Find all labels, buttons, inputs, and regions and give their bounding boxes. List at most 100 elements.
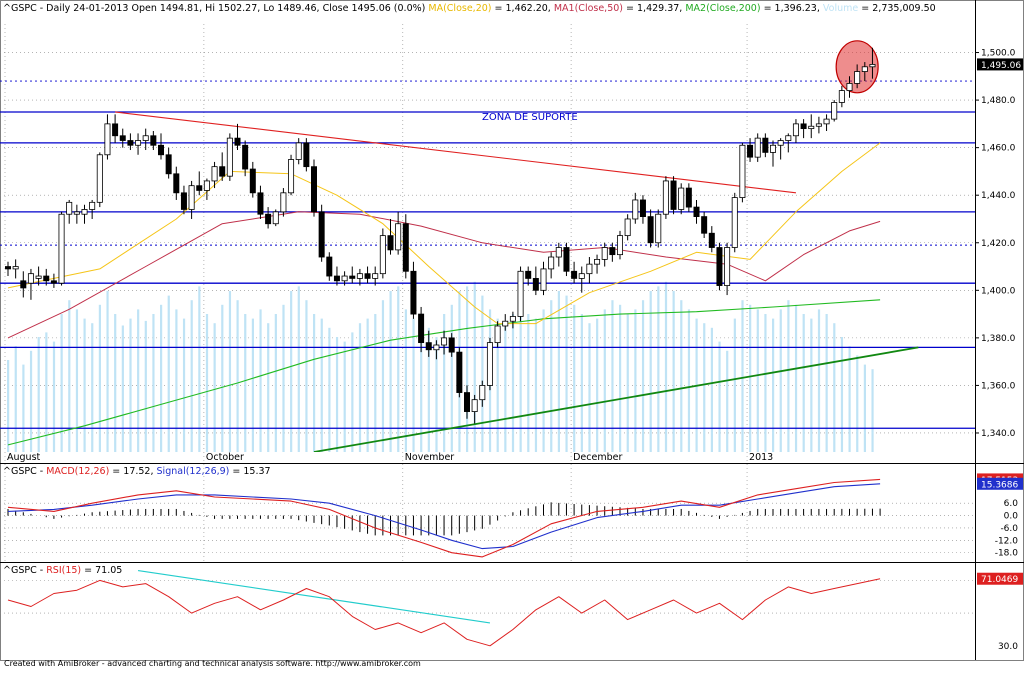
candle-down (150, 135, 157, 146)
volume-bar (274, 314, 277, 452)
volume-bar (221, 304, 224, 452)
volume-bar (114, 314, 117, 452)
candle-down (532, 278, 539, 291)
volume-bar (511, 314, 515, 452)
volume-bar (848, 346, 851, 452)
volume-bar (856, 355, 859, 452)
price-y-tick-label: 1,380.0 (981, 334, 1016, 344)
volume-bar (297, 286, 300, 452)
volume-bar (137, 309, 140, 452)
volume-bar (160, 304, 163, 452)
candle-up (586, 263, 593, 275)
volume-bar (144, 320, 147, 452)
candle-down (20, 280, 27, 289)
volume-bar (588, 323, 591, 452)
volume-bar (22, 364, 25, 452)
candle-up (731, 197, 738, 248)
candle-down (5, 266, 11, 270)
ma50-line (7, 211, 881, 339)
volume-bar (710, 327, 713, 452)
rsi-last-label: 71.0469 (981, 575, 1018, 585)
volume-bar (664, 281, 668, 452)
volume-bar (290, 291, 293, 452)
volume-bar (580, 314, 583, 452)
volume-bar (840, 337, 844, 452)
candle-up (617, 235, 624, 256)
candle-down (525, 270, 532, 279)
volume-bar (328, 327, 331, 452)
volume-bar (68, 300, 71, 452)
volume-bar (427, 327, 430, 452)
volume-bar (641, 300, 645, 452)
volume-bar (381, 300, 385, 452)
candle-up (341, 275, 348, 282)
volume-bar (741, 300, 744, 452)
volume-bar (175, 309, 178, 452)
volume-bar (626, 314, 629, 452)
candle-down (609, 247, 616, 256)
candle-up (66, 201, 73, 215)
price-header-prefix: ^GSPC - Daily 24-01-2013 Open 1494.81, H… (3, 3, 425, 14)
rsi-legend: RSI(15) (46, 565, 81, 576)
x-axis-label: 2013 (749, 452, 773, 463)
x-axis-label: December (573, 452, 622, 463)
candle-up (770, 144, 777, 153)
candle-up (372, 273, 379, 279)
green-trendline (313, 346, 919, 452)
volume-bar (542, 309, 545, 452)
candle-down (249, 168, 256, 194)
candle-down (800, 123, 807, 130)
candle-down (387, 235, 394, 251)
candle-up (578, 273, 585, 279)
rsi-y-tick-label: 30.0 (998, 642, 1018, 652)
candle-up (815, 123, 822, 127)
volume-bar (52, 341, 56, 452)
volume-bar (98, 304, 101, 452)
candle-down (157, 144, 164, 156)
volume-bar (167, 295, 170, 452)
rsi-header: ^GSPC - RSI(15) = 71.05 (3, 565, 122, 576)
volume-bar (802, 314, 805, 452)
volume-bar (833, 323, 836, 452)
candle-down (708, 232, 715, 248)
candle-up (356, 273, 363, 279)
candle-up (777, 140, 784, 146)
rsi-value: = 71.05 (81, 565, 122, 576)
candle-down (747, 144, 754, 158)
volume-bar (374, 314, 377, 452)
candle-up (869, 64, 876, 68)
candle-up (502, 320, 509, 327)
volume-bar (481, 295, 484, 452)
volume-bar (75, 309, 79, 452)
volume-bar (733, 318, 736, 452)
volume-bar (129, 318, 132, 452)
volume-bar (779, 309, 782, 452)
volume-bar (596, 318, 599, 452)
volume-bar (267, 323, 270, 452)
volume-bar (619, 304, 622, 452)
volume-bar (198, 286, 201, 452)
candle-up (295, 142, 302, 160)
candle-up (96, 154, 103, 203)
candle-down (364, 273, 371, 279)
volume-bar (756, 309, 759, 452)
macd-legend: MACD(12,26) (46, 466, 109, 477)
candle-down (43, 275, 50, 282)
volume-bar (527, 314, 530, 452)
volume-bar (91, 323, 94, 452)
candle-down (693, 206, 700, 217)
volume-bar (106, 291, 109, 452)
candle-down (762, 137, 769, 153)
candle-up (678, 187, 685, 210)
candle-down (333, 275, 340, 282)
candle-up (27, 273, 34, 284)
volume-bar (282, 304, 285, 452)
candle-down (196, 185, 203, 191)
signal-last-box (977, 477, 1023, 490)
candle-down (716, 247, 723, 286)
candle-up (831, 102, 838, 120)
candle-up (188, 185, 195, 210)
candle-up (555, 247, 562, 258)
